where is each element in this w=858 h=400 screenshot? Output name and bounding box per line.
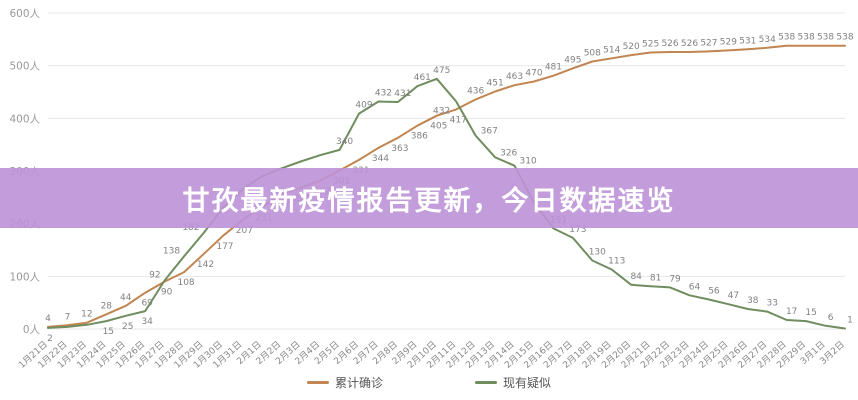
point-label: 108 xyxy=(177,278,194,288)
point-label: 92 xyxy=(149,271,160,281)
point-label: 463 xyxy=(506,72,523,82)
point-label: 525 xyxy=(642,40,659,50)
point-label: 79 xyxy=(669,274,681,284)
y-tick-label: 500人 xyxy=(9,61,40,73)
point-label: 531 xyxy=(739,36,756,46)
point-label: 310 xyxy=(520,157,537,167)
point-label: 33 xyxy=(767,299,778,309)
point-label: 2 xyxy=(47,334,53,344)
point-label: 386 xyxy=(411,132,428,142)
current-suspected-swatch xyxy=(475,381,497,384)
point-label: 47 xyxy=(728,291,739,301)
point-label: 142 xyxy=(197,260,214,270)
point-label: 44 xyxy=(120,293,132,303)
point-label: 538 xyxy=(836,33,853,43)
point-label: 520 xyxy=(623,42,640,52)
point-label: 17 xyxy=(786,307,797,317)
point-label: 508 xyxy=(584,48,601,58)
current-suspected-line-path xyxy=(47,77,846,330)
legend-item-current-suspected[interactable]: 现有疑似 xyxy=(475,374,551,391)
point-label: 526 xyxy=(681,39,698,49)
point-label: 495 xyxy=(564,55,581,65)
point-label: 363 xyxy=(391,144,408,154)
headline-banner: 甘孜最新疫情报告更新，今日数据速览 xyxy=(0,168,858,228)
y-tick-label: 600人 xyxy=(9,8,40,20)
point-label: 538 xyxy=(798,33,815,43)
point-label: 340 xyxy=(336,137,353,147)
point-label: 84 xyxy=(630,272,642,282)
point-label: 15 xyxy=(805,308,816,318)
cumulative-confirmed-label: 累计确诊 xyxy=(334,376,383,390)
point-label: 436 xyxy=(467,86,484,96)
point-label: 207 xyxy=(236,226,253,236)
point-label: 12 xyxy=(81,310,92,320)
point-label: 538 xyxy=(778,33,795,43)
point-label: 514 xyxy=(603,45,620,55)
y-tick-label: 0人 xyxy=(23,324,41,336)
point-label: 138 xyxy=(163,246,180,256)
point-label: 481 xyxy=(545,63,562,73)
point-label: 344 xyxy=(372,154,389,164)
point-label: 15 xyxy=(103,327,114,337)
point-label: 405 xyxy=(430,122,447,132)
y-tick-label: 100人 xyxy=(9,271,40,283)
point-label: 470 xyxy=(525,68,542,78)
point-label: 526 xyxy=(661,39,678,49)
point-label: 130 xyxy=(589,248,606,258)
point-label: 7 xyxy=(65,312,71,322)
cumulative-confirmed-line-path xyxy=(47,44,846,328)
legend: 累计确诊 现有疑似 xyxy=(0,374,858,391)
point-label: 25 xyxy=(122,322,133,332)
point-label: 1 xyxy=(847,315,853,325)
point-label: 56 xyxy=(708,287,720,297)
point-label: 451 xyxy=(487,78,504,88)
point-label: 432 xyxy=(433,106,450,116)
point-label: 28 xyxy=(101,301,113,311)
point-label: 173 xyxy=(569,225,586,235)
point-label: 527 xyxy=(700,38,717,48)
legend-item-cumulative-confirmed[interactable]: 累计确诊 xyxy=(306,374,383,391)
point-label: 38 xyxy=(747,296,759,306)
headline-title: 甘孜最新疫情报告更新，今日数据速览 xyxy=(182,185,676,217)
point-label: 432 xyxy=(375,88,392,98)
point-label: 90 xyxy=(161,288,173,298)
x-axis-labels: 1月21日1月22日1月23日1月24日1月25日1月26日1月27日1月28日… xyxy=(16,339,847,371)
point-label: 538 xyxy=(817,33,834,43)
point-label: 534 xyxy=(759,35,776,45)
point-label: 461 xyxy=(414,73,431,83)
cumulative-confirmed-swatch xyxy=(306,381,329,384)
point-label: 475 xyxy=(433,66,450,76)
point-label: 113 xyxy=(608,256,625,266)
y-tick-label: 400人 xyxy=(9,113,40,125)
point-label: 34 xyxy=(141,317,153,327)
point-label: 69 xyxy=(141,299,153,309)
point-label: 431 xyxy=(394,89,411,99)
point-label: 417 xyxy=(450,115,467,125)
point-label: 64 xyxy=(689,282,701,292)
point-label: 177 xyxy=(216,242,233,252)
point-label: 81 xyxy=(650,273,661,283)
current-suspected-label: 现有疑似 xyxy=(503,376,552,390)
point-label: 182 xyxy=(182,223,199,233)
point-label: 529 xyxy=(720,37,737,47)
point-label: 409 xyxy=(355,101,372,111)
point-label: 367 xyxy=(481,127,498,137)
point-label: 4 xyxy=(45,314,51,324)
point-label: 6 xyxy=(828,313,834,323)
point-label: 326 xyxy=(500,148,517,158)
